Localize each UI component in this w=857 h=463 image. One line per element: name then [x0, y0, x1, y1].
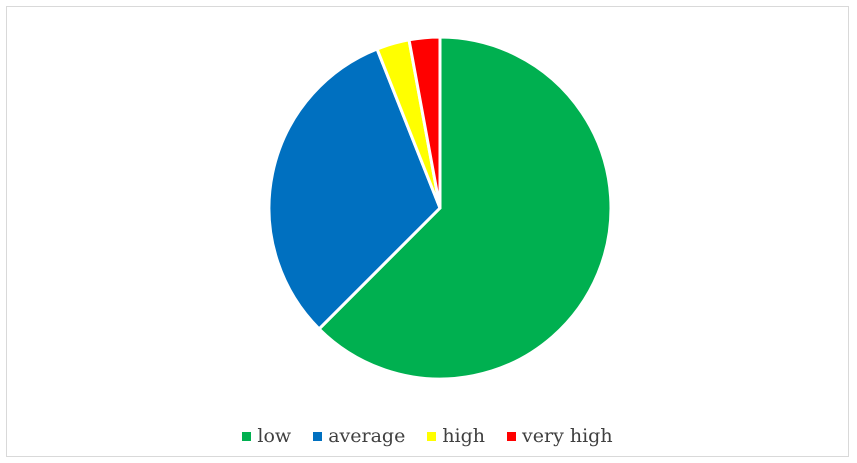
- pie-slice-average: [267, 47, 442, 331]
- chart-area: low average high very high: [6, 6, 849, 457]
- legend-swatch-low: [242, 431, 252, 441]
- legend-label-very-high: very high: [522, 425, 613, 447]
- pie-slice-very-high: [407, 35, 442, 210]
- legend-swatch-average: [313, 431, 323, 441]
- legend-item-average: average: [313, 425, 405, 447]
- legend-item-very-high: very high: [507, 425, 613, 447]
- legend-label-high: high: [442, 425, 486, 447]
- pie-chart: [267, 35, 613, 381]
- pie-slices: [267, 35, 613, 381]
- legend: low average high very high: [7, 425, 848, 447]
- legend-swatch-very-high: [507, 431, 517, 441]
- legend-item-low: low: [242, 425, 291, 447]
- legend-swatch-high: [427, 431, 437, 441]
- pie-slice-low: [317, 35, 613, 381]
- legend-item-high: high: [427, 425, 485, 447]
- legend-label-average: average: [328, 425, 406, 447]
- legend-label-low: low: [257, 425, 292, 447]
